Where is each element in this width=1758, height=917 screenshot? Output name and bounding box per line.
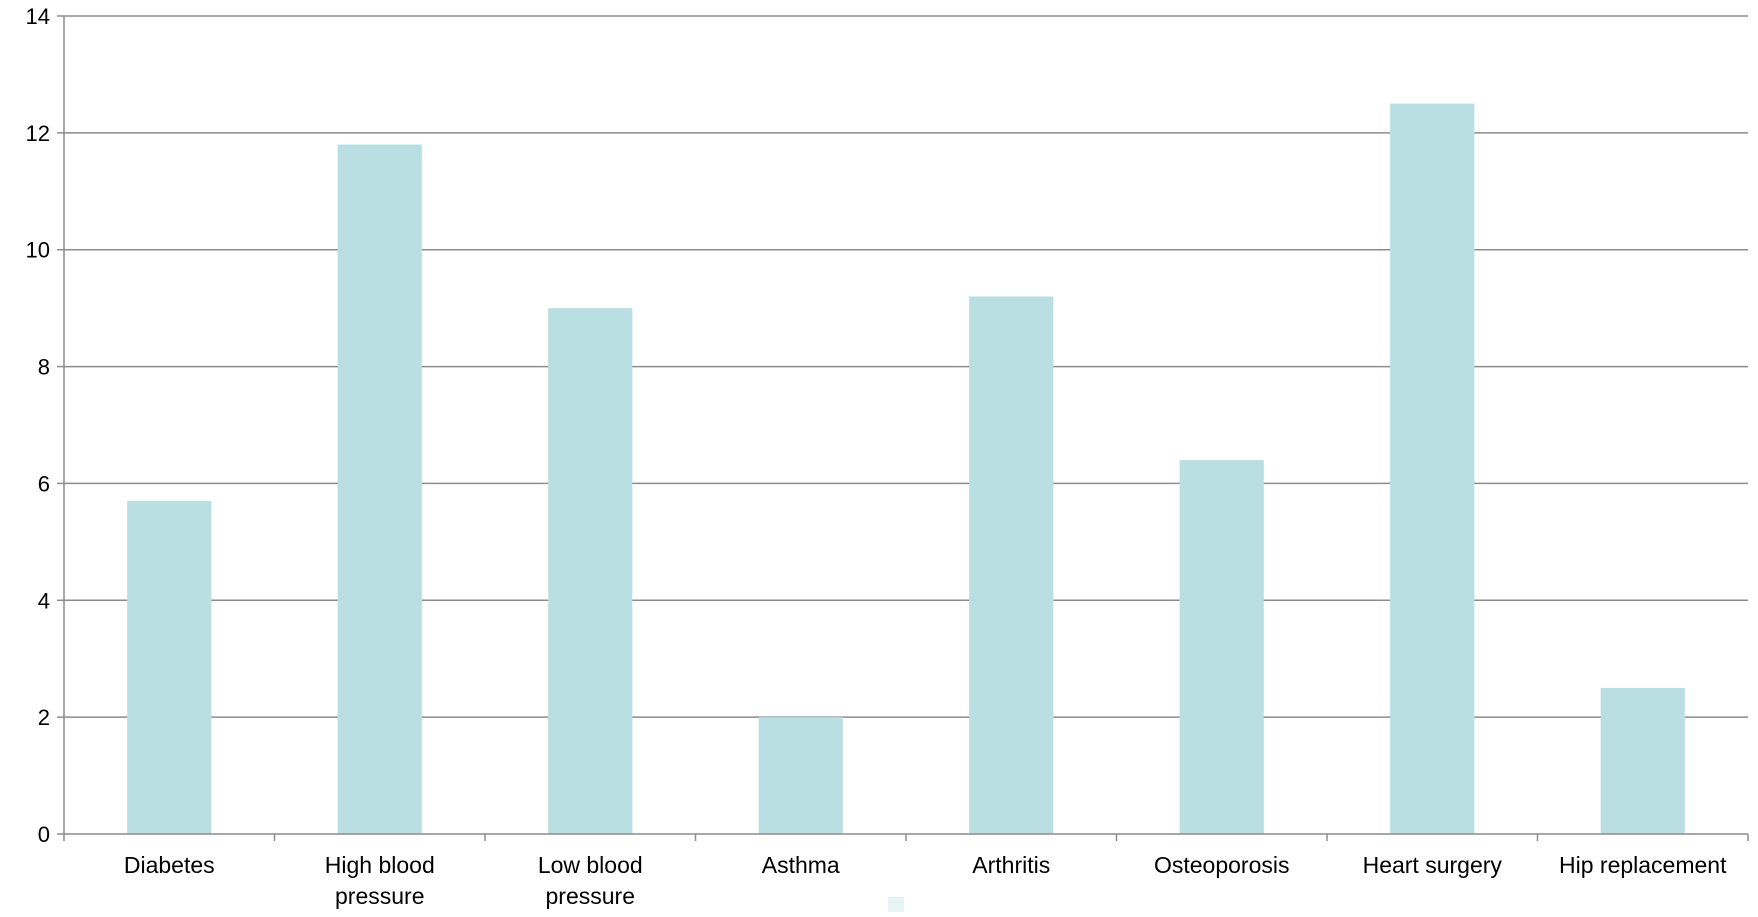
bar	[1390, 103, 1475, 834]
x-category-label-line: Low blood	[538, 852, 643, 878]
x-category-label-line: Osteoporosis	[1154, 852, 1290, 878]
axes	[57, 15, 1749, 841]
x-category-label-line: pressure	[335, 883, 424, 909]
x-category-label: Hip replacement	[1559, 852, 1727, 878]
bar	[969, 296, 1054, 834]
bar	[548, 308, 633, 835]
bars	[127, 103, 1685, 835]
bar	[1179, 460, 1264, 834]
x-category-label: Arthritis	[972, 852, 1050, 878]
y-tick-label: 12	[26, 121, 50, 146]
x-category-label-line: High blood	[325, 852, 435, 878]
y-tick-label: 14	[26, 4, 50, 29]
x-category-label-line: Hip replacement	[1559, 852, 1727, 878]
y-tick-label: 10	[26, 238, 50, 263]
y-tick-labels: 0 2 4 6 8 10 12 14	[26, 4, 50, 847]
x-category-label: Asthma	[762, 852, 840, 878]
y-tick-label: 2	[38, 705, 50, 730]
bar	[758, 717, 843, 834]
y-tick-label: 0	[38, 822, 50, 847]
x-category-label: Heart surgery	[1363, 852, 1503, 878]
gridlines	[64, 15, 1748, 718]
x-category-label-line: Arthritis	[972, 852, 1050, 878]
bar	[127, 500, 212, 834]
x-category-label: Diabetes	[124, 852, 215, 878]
legend	[888, 897, 904, 912]
y-tick-label: 8	[38, 355, 50, 380]
y-tick-label: 6	[38, 471, 50, 496]
x-category-label-line: pressure	[546, 883, 635, 909]
x-category-label: Osteoporosis	[1154, 852, 1290, 878]
x-category-label: Low blood pressure	[538, 852, 643, 909]
x-category-labels: Diabetes High blood pressure Low blood press…	[124, 852, 1727, 909]
x-category-label-line: Heart surgery	[1363, 852, 1503, 878]
legend-swatch	[888, 897, 904, 912]
x-category-label-line: Asthma	[762, 852, 840, 878]
y-tick-label: 4	[38, 588, 50, 613]
bar	[1600, 687, 1685, 834]
x-category-label: High blood pressure	[325, 852, 435, 909]
x-category-label-line: Diabetes	[124, 852, 215, 878]
bar	[337, 144, 422, 835]
